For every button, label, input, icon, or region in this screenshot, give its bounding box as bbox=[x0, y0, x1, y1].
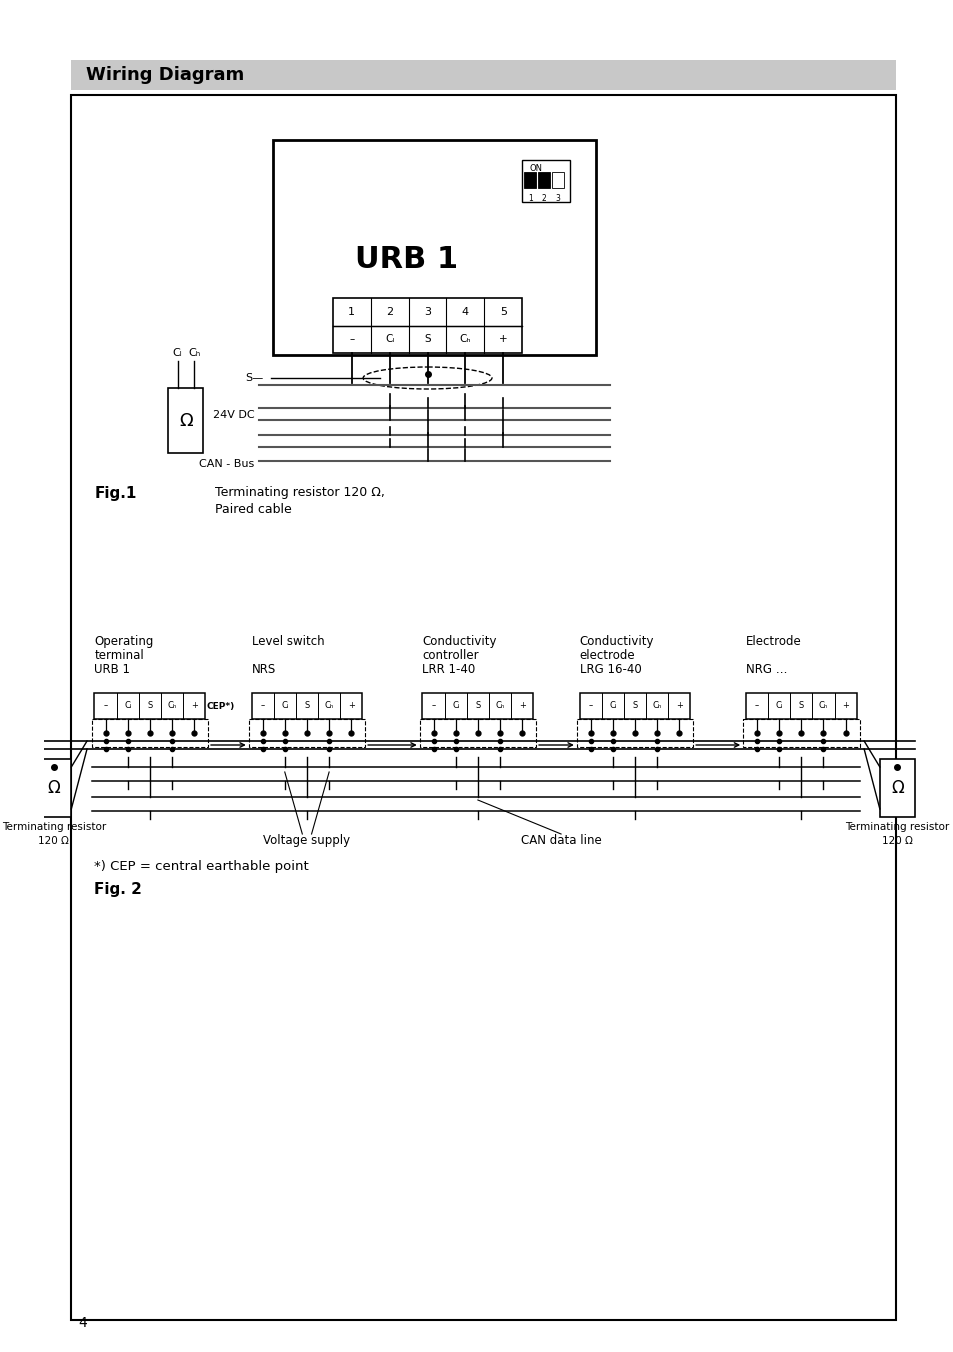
Text: –: – bbox=[754, 702, 759, 711]
Bar bbox=[419, 719, 536, 748]
Text: S: S bbox=[304, 702, 310, 711]
Text: URB 1: URB 1 bbox=[94, 662, 131, 676]
Bar bbox=[91, 719, 208, 748]
Text: Cₗ: Cₗ bbox=[281, 702, 288, 711]
Text: S: S bbox=[475, 702, 480, 711]
Text: Cₕ: Cₕ bbox=[324, 702, 334, 711]
Text: Conductivity: Conductivity bbox=[578, 635, 654, 648]
Text: Cₕ: Cₕ bbox=[652, 702, 661, 711]
Text: +: + bbox=[348, 702, 355, 711]
Text: controller: controller bbox=[422, 649, 478, 662]
Text: S: S bbox=[632, 702, 637, 711]
Bar bbox=[168, 388, 203, 453]
Text: Voltage supply: Voltage supply bbox=[263, 834, 350, 846]
Text: 4: 4 bbox=[461, 307, 469, 316]
Text: Cₕ: Cₕ bbox=[167, 702, 176, 711]
Bar bbox=[71, 59, 896, 91]
Text: +: + bbox=[675, 702, 682, 711]
Text: Electrode: Electrode bbox=[745, 635, 801, 648]
Text: Cₕ: Cₕ bbox=[818, 702, 827, 711]
Text: +: + bbox=[841, 702, 848, 711]
Text: CAN data line: CAN data line bbox=[520, 834, 600, 846]
Text: NRG …: NRG … bbox=[745, 662, 786, 676]
Text: NRS: NRS bbox=[252, 662, 275, 676]
Text: Operating: Operating bbox=[94, 635, 153, 648]
Text: Terminating resistor: Terminating resistor bbox=[2, 822, 106, 831]
Text: Ω: Ω bbox=[890, 779, 902, 796]
Bar bbox=[879, 758, 914, 817]
Text: URB 1: URB 1 bbox=[355, 246, 457, 274]
Bar bbox=[36, 758, 71, 817]
Bar bbox=[521, 160, 570, 201]
Text: 5: 5 bbox=[499, 307, 506, 316]
Text: 2: 2 bbox=[386, 307, 393, 316]
Text: Terminating resistor: Terminating resistor bbox=[844, 822, 948, 831]
Text: LRG 16-40: LRG 16-40 bbox=[578, 662, 640, 676]
Text: –: – bbox=[260, 702, 264, 711]
Bar bbox=[742, 719, 859, 748]
Text: 120 Ω: 120 Ω bbox=[881, 836, 912, 846]
Text: Cₗ: Cₗ bbox=[609, 702, 616, 711]
Text: Wiring Diagram: Wiring Diagram bbox=[86, 66, 244, 84]
Text: –: – bbox=[349, 334, 354, 345]
Text: 3: 3 bbox=[555, 193, 559, 203]
Text: 2: 2 bbox=[541, 193, 546, 203]
Text: Level switch: Level switch bbox=[252, 635, 324, 648]
Text: terminal: terminal bbox=[94, 649, 144, 662]
Text: Conductivity: Conductivity bbox=[422, 635, 497, 648]
Text: Ω: Ω bbox=[179, 411, 193, 430]
Text: +: + bbox=[498, 334, 507, 345]
Bar bbox=[523, 172, 536, 188]
Bar bbox=[333, 297, 521, 353]
Bar bbox=[578, 694, 690, 719]
Bar bbox=[551, 172, 563, 188]
Bar bbox=[249, 719, 365, 748]
Bar bbox=[422, 694, 533, 719]
Text: Cₕ: Cₕ bbox=[495, 702, 504, 711]
Text: LRR 1-40: LRR 1-40 bbox=[422, 662, 476, 676]
Text: –: – bbox=[431, 702, 436, 711]
Bar bbox=[252, 694, 362, 719]
Text: S—: S— bbox=[245, 373, 263, 383]
Text: 4: 4 bbox=[79, 1315, 88, 1330]
Text: 1: 1 bbox=[348, 307, 355, 316]
Bar bbox=[537, 172, 549, 188]
Text: Cₗ: Cₗ bbox=[775, 702, 781, 711]
Text: –: – bbox=[588, 702, 592, 711]
Text: 24V DC: 24V DC bbox=[213, 410, 254, 420]
Text: Cₗ: Cₗ bbox=[124, 702, 132, 711]
Text: –: – bbox=[103, 702, 108, 711]
Text: Cₕ: Cₕ bbox=[459, 334, 471, 345]
Text: S: S bbox=[798, 702, 803, 711]
Text: Fig. 2: Fig. 2 bbox=[94, 882, 142, 896]
Text: +: + bbox=[518, 702, 525, 711]
Text: Cₗ: Cₗ bbox=[385, 334, 394, 345]
Text: CEP*): CEP*) bbox=[206, 702, 234, 711]
Text: 1: 1 bbox=[527, 193, 532, 203]
Text: 120 Ω: 120 Ω bbox=[38, 836, 70, 846]
Text: +: + bbox=[191, 702, 197, 711]
Bar bbox=[577, 719, 693, 748]
Text: *) CEP = central earthable point: *) CEP = central earthable point bbox=[94, 860, 309, 873]
Text: 3: 3 bbox=[423, 307, 431, 316]
Text: Cₗ: Cₗ bbox=[452, 702, 458, 711]
Bar bbox=[94, 694, 205, 719]
Text: S: S bbox=[147, 702, 152, 711]
Text: S: S bbox=[424, 334, 431, 345]
Text: Paired cable: Paired cable bbox=[214, 503, 291, 516]
Text: Terminating resistor 120 Ω,: Terminating resistor 120 Ω, bbox=[214, 485, 384, 499]
Text: Fig.1: Fig.1 bbox=[94, 485, 136, 502]
Bar bbox=[745, 694, 856, 719]
Text: electrode: electrode bbox=[578, 649, 635, 662]
Text: Cₗ: Cₗ bbox=[172, 347, 182, 358]
Text: Cₕ: Cₕ bbox=[188, 347, 200, 358]
Text: Ω: Ω bbox=[48, 779, 60, 796]
Text: ON: ON bbox=[529, 164, 542, 173]
Bar bbox=[273, 141, 596, 356]
Text: CAN - Bus: CAN - Bus bbox=[199, 458, 254, 469]
